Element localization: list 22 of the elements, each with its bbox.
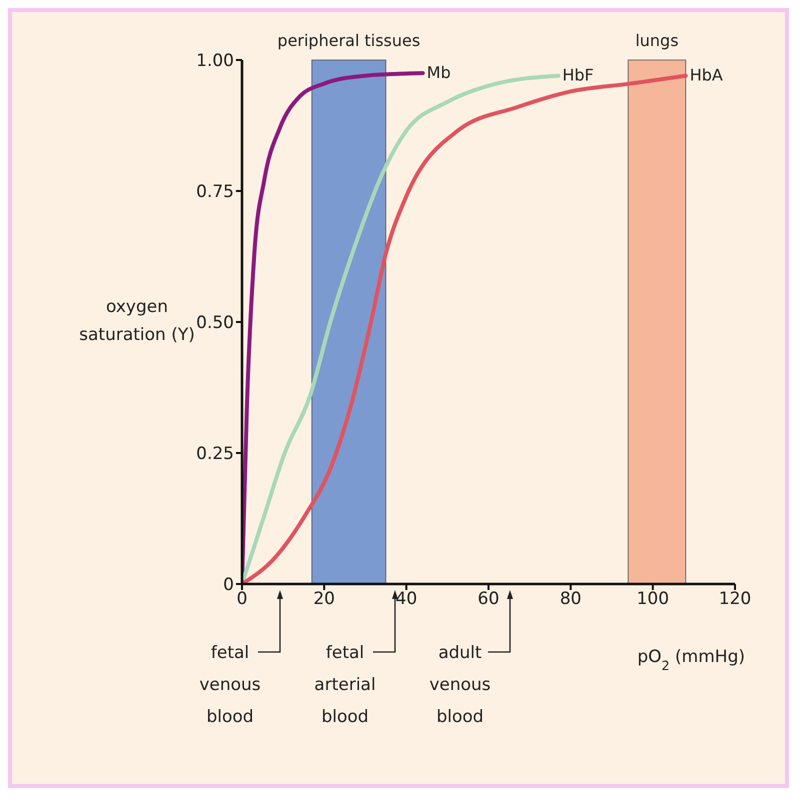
y-tick-label: 0.75 [196,182,234,202]
y-tick-label: 1.00 [196,51,234,72]
band-label: peripheral tissues [277,31,420,50]
y-tick-label: 0.25 [196,444,234,464]
y-tick-label: 0 [223,575,234,596]
y-axis-title: oxygen saturation (Y) [79,297,195,345]
y-tick-label: 0.50 [196,313,234,334]
band-label: lungs [635,31,679,50]
x-tick-label: 120 [718,589,752,610]
x-tick-label: 20 [313,589,335,610]
series-label: Mb [426,63,451,82]
text: fetal venous blood [199,643,261,727]
x-tick-label: 0 [236,589,248,610]
series-label: HbF [562,66,594,85]
text: fetal arterial blood [314,643,376,727]
x-tick-label: 60 [478,589,500,610]
x-axis-title: pO$_{2}$ (mmHg) [637,647,745,674]
x-tick-label: 40 [396,589,418,610]
x-tick-label: 100 [636,589,670,610]
series-label: HbA [690,66,723,85]
text: adult venous blood [429,643,491,727]
x-tick-label: 80 [560,589,582,610]
